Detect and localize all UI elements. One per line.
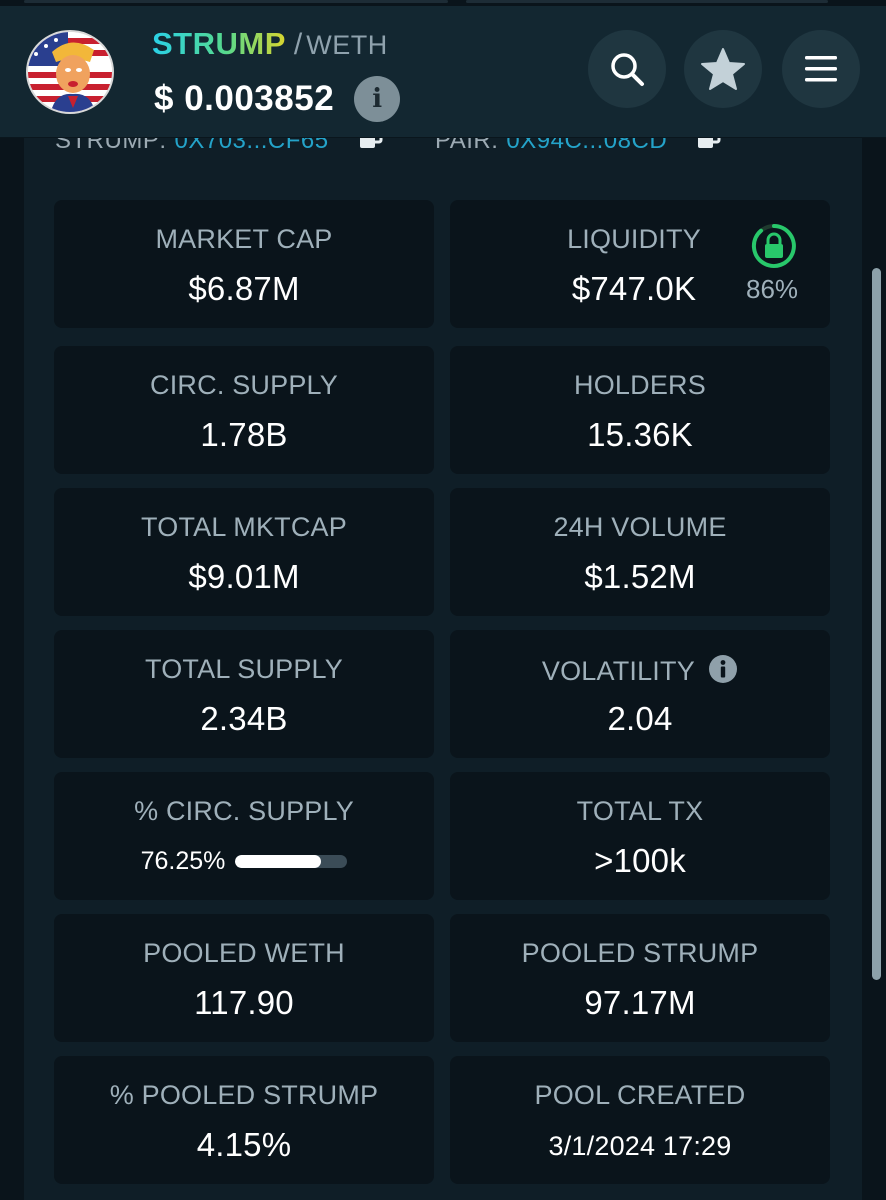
stat-label: HOLDERS xyxy=(574,370,706,400)
circ-supply-progress: 76.25% xyxy=(54,844,434,878)
top-tab-strip xyxy=(0,0,886,6)
stat-card-pct-pooled-strump: % POOLED STRUMP 4.15% xyxy=(54,1056,434,1184)
stat-card-total-mktcap: TOTAL MKTCAP $9.01M xyxy=(54,488,434,616)
stat-value: $9.01M xyxy=(188,558,300,595)
stat-label: TOTAL MKTCAP xyxy=(141,512,347,542)
circ-supply-progress-fill xyxy=(235,854,321,868)
stat-label: MARKET CAP xyxy=(155,224,333,254)
stat-label: POOLED WETH xyxy=(143,938,345,968)
token-header: STRUMP / WETH $ 0.003852 i xyxy=(0,0,886,138)
stat-value: 2.04 xyxy=(607,700,673,737)
token-symbol: STRUMP xyxy=(152,26,286,61)
stat-card-pooled-weth: POOLED WETH 117.90 xyxy=(54,914,434,1042)
stat-card-pct-circ-supply: % CIRC. SUPPLY 76.25% xyxy=(54,772,434,900)
search-icon xyxy=(611,53,644,86)
menu-button[interactable] xyxy=(782,30,860,108)
price-row: $ 0.003852 i xyxy=(154,76,401,122)
search-button[interactable] xyxy=(588,30,666,108)
stat-card-volatility: VOLATILITY 2.04 xyxy=(450,630,830,758)
stat-card-24h-volume: 24H VOLUME $1.52M xyxy=(450,488,830,616)
stat-value: 117.90 xyxy=(194,984,294,1021)
stat-card-total-tx: TOTAL TX >100k xyxy=(450,772,830,900)
star-icon xyxy=(701,48,745,90)
stat-label: % POOLED STRUMP xyxy=(109,1080,379,1110)
stat-value: 2.34B xyxy=(200,700,288,737)
info-icon[interactable] xyxy=(708,654,738,684)
stat-value: $6.87M xyxy=(188,270,300,307)
stat-label: % CIRC. SUPPLY xyxy=(134,796,354,826)
scrollbar[interactable] xyxy=(872,268,881,980)
pair-separator: / xyxy=(293,28,303,61)
stat-label: VOLATILITY xyxy=(450,654,830,687)
lock-icon xyxy=(751,224,796,268)
stat-value: 4.15% xyxy=(196,1126,292,1163)
stat-label: LIQUIDITY xyxy=(567,224,701,254)
stat-card-total-supply: TOTAL SUPPLY 2.34B xyxy=(54,630,434,758)
stat-label: CIRC. SUPPLY xyxy=(150,370,338,400)
stat-card-market-cap: MARKET CAP $6.87M xyxy=(54,200,434,328)
circ-supply-percent: 76.25% xyxy=(140,846,226,875)
info-icon[interactable]: i xyxy=(354,76,401,122)
token-avatar xyxy=(26,30,114,114)
liquidity-locked-percent: 86% xyxy=(746,274,799,304)
circ-supply-progress-bar xyxy=(235,854,348,868)
stat-value: 15.36K xyxy=(587,416,693,453)
stat-card-pool-created: POOL CREATED 3/1/2024 17:29 xyxy=(450,1056,830,1184)
token-price: $ 0.003852 xyxy=(154,79,335,118)
stat-card-pooled-strump: POOLED STRUMP 97.17M xyxy=(450,914,830,1042)
stat-label: POOLED STRUMP xyxy=(521,938,759,968)
stat-value: $1.52M xyxy=(584,558,696,595)
stat-label: 24H VOLUME xyxy=(553,512,727,542)
stat-label: TOTAL SUPPLY xyxy=(145,654,343,684)
stat-value: >100k xyxy=(594,842,686,879)
favorite-button[interactable] xyxy=(684,30,762,108)
menu-icon xyxy=(805,56,837,82)
stat-card-liquidity: LIQUIDITY $747.0K 86% xyxy=(450,200,830,328)
stat-label: POOL CREATED xyxy=(534,1080,746,1110)
stat-value: 1.78B xyxy=(200,416,288,453)
volatility-label: VOLATILITY xyxy=(541,656,695,686)
stat-card-circ-supply: CIRC. SUPPLY 1.78B xyxy=(54,346,434,474)
token-pair-title: STRUMP / WETH xyxy=(152,26,388,66)
quote-symbol: WETH xyxy=(306,30,388,60)
stat-value: $747.0K xyxy=(571,270,697,307)
stat-label: TOTAL TX xyxy=(576,796,704,826)
stat-card-holders: HOLDERS 15.36K xyxy=(450,346,830,474)
stat-value: 3/1/2024 17:29 xyxy=(548,1131,732,1161)
stat-value: 97.17M xyxy=(584,984,696,1021)
